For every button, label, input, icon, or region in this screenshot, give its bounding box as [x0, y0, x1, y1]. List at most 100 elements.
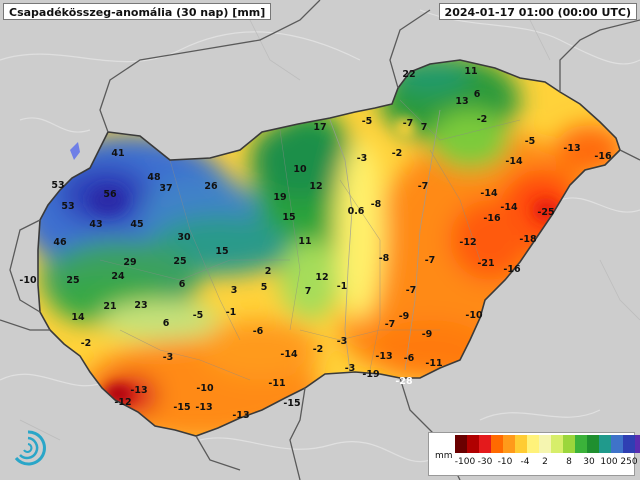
station-value: -11 — [268, 378, 285, 389]
station-value: -13 — [195, 402, 212, 413]
legend-swatch — [551, 435, 563, 453]
station-value: 0.6 — [348, 206, 365, 217]
station-value: -7 — [385, 319, 396, 330]
station-value: -5 — [362, 116, 373, 127]
station-value: -12 — [459, 237, 476, 248]
station-value: 30 — [177, 232, 191, 243]
station-value: 25 — [66, 275, 79, 286]
station-value: -3 — [357, 153, 368, 164]
station-value: -13 — [232, 410, 249, 421]
legend-tick-label: -30 — [477, 457, 493, 467]
station-value: -7 — [406, 285, 417, 296]
station-value: 6 — [179, 279, 186, 290]
station-value: -8 — [371, 199, 382, 210]
station-value: 6 — [474, 89, 481, 100]
station-value: -28 — [395, 376, 413, 387]
station-value: -3 — [345, 363, 356, 374]
station-value: -7 — [418, 181, 429, 192]
station-value: -9 — [422, 329, 433, 340]
station-value: -2 — [81, 338, 92, 349]
legend-tick-label: 100 — [600, 457, 618, 467]
station-value: 10 — [293, 164, 307, 175]
station-value: -7 — [403, 118, 414, 129]
station-value: 45 — [130, 219, 143, 230]
legend-swatch — [611, 435, 623, 453]
station-value: -12 — [114, 397, 131, 408]
legend-swatch — [623, 435, 635, 453]
station-value: -13 — [375, 351, 392, 362]
station-value: -10 — [196, 383, 214, 394]
station-value: -8 — [379, 253, 390, 264]
station-value: -14 — [280, 349, 298, 360]
station-value: -9 — [399, 311, 410, 322]
station-value: -1 — [226, 307, 237, 318]
station-value: -18 — [519, 234, 537, 245]
station-value: -7 — [425, 255, 436, 266]
station-value: -10 — [465, 310, 483, 321]
legend-tick-label: 30 — [583, 457, 595, 467]
station-value: -16 — [503, 264, 521, 275]
station-value: 7 — [421, 122, 428, 133]
station-value: -16 — [594, 151, 612, 162]
legend-tick-label: -100 — [454, 457, 476, 467]
legend-swatch — [599, 435, 611, 453]
station-value: 14 — [71, 312, 85, 323]
station-value: 12 — [315, 272, 328, 283]
station-value: -19 — [362, 369, 379, 380]
station-value: 56 — [103, 189, 117, 200]
station-value: -25 — [537, 207, 554, 218]
station-value: 11 — [298, 236, 311, 247]
legend-swatch — [575, 435, 587, 453]
station-value: 7 — [305, 286, 312, 297]
station-value: -3 — [163, 352, 174, 363]
station-value: 3 — [231, 285, 238, 296]
legend-swatch — [527, 435, 539, 453]
legend-tick-label: 250 — [620, 457, 638, 467]
station-value: -5 — [525, 136, 536, 147]
legend-swatch — [635, 435, 640, 453]
legend-tick-label: 8 — [566, 457, 572, 467]
station-value: -2 — [477, 114, 488, 125]
station-value: 13 — [455, 96, 468, 107]
station-value: 26 — [204, 181, 218, 192]
station-value: -10 — [19, 275, 37, 286]
station-value: 29 — [123, 257, 136, 268]
station-value: 23 — [134, 300, 147, 311]
station-value: 25 — [173, 256, 186, 267]
station-value: -6 — [253, 326, 264, 337]
station-value: 2 — [265, 266, 272, 277]
station-value: -21 — [477, 258, 494, 269]
station-value: 48 — [147, 172, 161, 183]
legend-tick-label: -4 — [520, 457, 530, 467]
station-value: -14 — [480, 188, 498, 199]
station-value: -2 — [392, 148, 403, 159]
station-value: -15 — [173, 402, 190, 413]
legend-swatch — [503, 435, 515, 453]
station-value: 12 — [309, 181, 322, 192]
station-value: -14 — [500, 202, 518, 213]
station-value: -6 — [404, 353, 415, 364]
legend-color-bar — [455, 435, 640, 453]
station-value: -16 — [483, 213, 501, 224]
station-value: 24 — [111, 271, 125, 282]
station-value: 11 — [464, 66, 477, 77]
map-datetime: 2024-01-17 01:00 (00:00 UTC) — [438, 3, 637, 20]
map-title: Csapadékösszeg-anomália (30 nap) [mm] — [3, 3, 272, 20]
station-value: 15 — [215, 246, 228, 257]
station-value: 22 — [402, 69, 415, 80]
station-value: -3 — [337, 336, 348, 347]
station-value: 21 — [103, 301, 116, 312]
logo-icon — [8, 428, 48, 468]
legend-swatch — [491, 435, 503, 453]
station-value: 17 — [313, 122, 326, 133]
legend-unit: mm — [435, 451, 453, 461]
legend-swatch — [467, 435, 479, 453]
legend-swatch — [587, 435, 599, 453]
station-value: -11 — [425, 358, 442, 369]
legend-swatch — [455, 435, 467, 453]
legend-swatch — [563, 435, 575, 453]
color-legend: mm -100 -30 -10 -4 2 8 30 100 250 — [428, 432, 640, 476]
station-value: -1 — [337, 281, 348, 292]
